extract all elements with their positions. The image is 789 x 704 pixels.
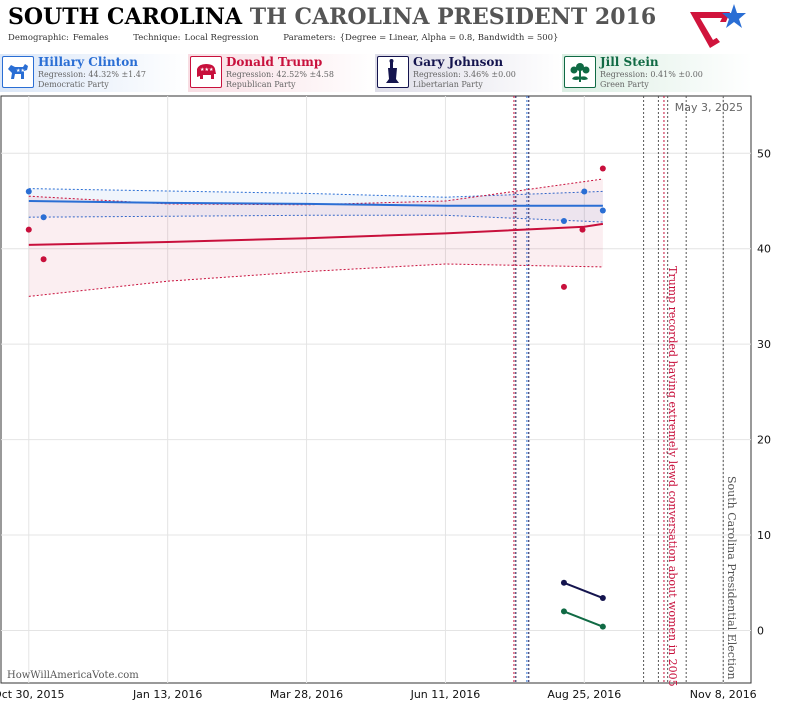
- candidate-party: Green Party: [600, 80, 649, 89]
- data-point: [40, 256, 47, 263]
- candidate-party: Democratic Party: [38, 80, 109, 89]
- data-points: [25, 165, 606, 630]
- data-point: [560, 283, 567, 290]
- data-point: [25, 188, 32, 195]
- y-tick-label: 0: [757, 625, 764, 638]
- data-point: [599, 623, 606, 630]
- plot-area: [0, 95, 752, 684]
- grid: [1, 96, 751, 683]
- elephant-icon: ★★★: [190, 56, 222, 88]
- candidate-name: Hillary Clinton: [38, 55, 138, 69]
- demographic-label: Demographic:: [8, 33, 69, 43]
- trend-line: [28, 200, 603, 207]
- x-tick-label: Oct 30, 2015: [0, 688, 65, 701]
- x-tick-label: Nov 8, 2016: [690, 688, 757, 701]
- y-tick-label: 30: [757, 338, 771, 351]
- page-title: SOUTH CAROLINA TH CAROLINA PRESIDENT 201…: [8, 4, 656, 30]
- trend-line: [28, 222, 604, 246]
- technique-value: Local Regression: [184, 33, 259, 43]
- y-axis-ticks: 0 10 20 30 40 50: [757, 147, 771, 637]
- demographic-value: Females: [72, 33, 109, 43]
- x-axis-ticks: Oct 30, 2015 Jan 13, 2016 Mar 28, 2016 Jun …: [0, 688, 757, 701]
- candidate-regression: Regression: 44.32% ±1.47: [38, 70, 146, 79]
- x-tick-label: Jan 13, 2016: [132, 688, 202, 701]
- data-point: [581, 188, 588, 195]
- technique-label: Technique:: [133, 33, 181, 43]
- event-label: Trump recorded having extremely lewd con…: [666, 266, 679, 687]
- y-tick-label: 50: [757, 147, 771, 160]
- candidate-name: Jill Stein: [600, 55, 659, 69]
- watermark: HowWillAmericaVote.com: [7, 670, 139, 681]
- trend-line: [563, 581, 604, 600]
- data-point: [560, 608, 567, 615]
- title-state: SOUTH CAROLINA: [8, 4, 243, 30]
- candidate-card-clinton: ★★ Hillary Clinton Regression: 44.32% ±1…: [0, 54, 188, 92]
- event-label: South Carolina Presidential Election: [725, 476, 738, 680]
- x-tick-label: Mar 28, 2016: [270, 688, 343, 701]
- data-point: [599, 207, 606, 214]
- y-tick-label: 20: [757, 434, 771, 447]
- candidate-regression: Regression: 42.52% ±4.58: [226, 70, 334, 79]
- candidate-name: Donald Trump: [226, 55, 323, 69]
- data-point: [560, 218, 567, 225]
- trend-lines: [28, 200, 604, 628]
- y-tick-label: 10: [757, 529, 771, 542]
- trend-line: [563, 610, 604, 628]
- green-flower-icon: [564, 56, 596, 88]
- data-point: [599, 595, 606, 602]
- lower-bound-line: [28, 263, 603, 297]
- data-point: [25, 226, 32, 233]
- donkey-icon: ★★: [2, 56, 34, 88]
- x-tick-label: Aug 25, 2016: [547, 688, 621, 701]
- data-point: [599, 165, 606, 172]
- parameters-line: Demographic: Females Technique: Local Regr…: [8, 33, 562, 43]
- candidate-card-trump: ★★★ Donald Trump Regression: 42.52% ±4.5…: [188, 54, 375, 92]
- x-tick-label: Jun 11, 2016: [410, 688, 481, 701]
- candidate-card-stein: Jill Stein Regression: 0.41% ±0.00 Green…: [562, 54, 752, 92]
- site-logo-icon: [690, 4, 746, 48]
- candidate-party: Libertarian Party: [413, 80, 483, 89]
- candidate-party: Republican Party: [226, 80, 296, 89]
- candidate-name: Gary Johnson: [413, 55, 504, 69]
- parameters-label: Parameters:: [283, 33, 336, 43]
- title-rest: TH CAROLINA PRESIDENT 2016: [249, 4, 657, 30]
- data-point: [40, 214, 47, 221]
- date-stamp: May 3, 2025: [675, 101, 743, 114]
- liberty-torch-icon: [377, 56, 409, 88]
- y-tick-label: 40: [757, 243, 771, 256]
- candidate-regression: Regression: 3.46% ±0.00: [413, 70, 516, 79]
- data-point: [560, 579, 567, 586]
- candidate-card-johnson: Gary Johnson Regression: 3.46% ±0.00 Lib…: [375, 54, 562, 92]
- confidence-band: [28, 188, 603, 222]
- svg-text:★★★: ★★★: [200, 67, 214, 73]
- event-lines: Trump recorded having extremely lewd con…: [513, 96, 738, 687]
- svg-text:★★: ★★: [16, 68, 25, 74]
- candidate-regression: Regression: 0.41% ±0.00: [600, 70, 703, 79]
- parameters-value: {Degree = Linear, Alpha = 0.8, Bandwidth…: [339, 33, 559, 43]
- data-point: [579, 226, 586, 233]
